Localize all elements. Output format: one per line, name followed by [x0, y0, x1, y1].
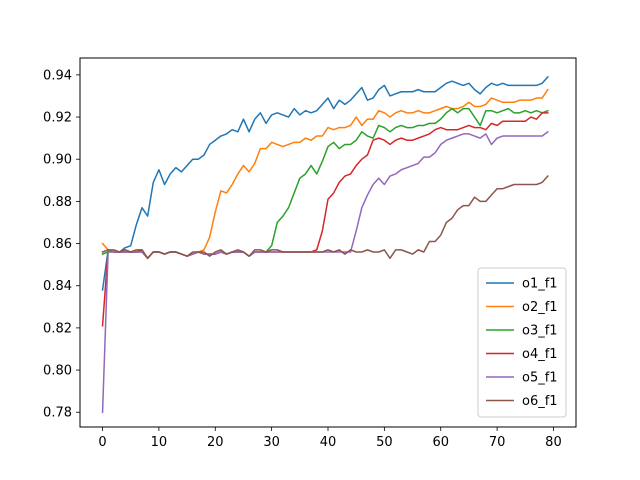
legend: o1_f1 o2_f1 o3_f1 o4_f1 o5_f1 o6_f1 — [477, 267, 567, 418]
legend-box — [477, 267, 567, 418]
legend-label-o2_f1: o2_f1 — [522, 300, 558, 315]
series-layer — [101, 75, 549, 414]
y-tick-label-0.90: 0.90 — [43, 153, 72, 168]
legend-label-o1_f1: o1_f1 — [522, 277, 558, 292]
legend-label-o6_f1: o6_f1 — [522, 394, 558, 409]
x-tick-label-10: 10 — [151, 435, 168, 450]
x-axis: 0 10 20 30 40 50 60 70 80 — [98, 427, 562, 450]
series-line-o6_f1 — [101, 175, 549, 260]
series-line-o1_f1 — [101, 75, 549, 291]
legend-label-o5_f1: o5_f1 — [522, 371, 558, 386]
x-tick-label-0: 0 — [98, 435, 106, 450]
x-tick-label-70: 70 — [489, 435, 506, 450]
y-tick-label-0.94: 0.94 — [43, 68, 72, 83]
legend-label-o4_f1: o4_f1 — [522, 347, 558, 362]
x-tick-label-80: 80 — [545, 435, 562, 450]
x-tick-label-60: 60 — [432, 435, 449, 450]
y-axis: 0.78 0.80 0.82 0.84 0.86 0.88 0.90 0.92 0.94 — [43, 68, 80, 421]
y-tick-label-0.80: 0.80 — [43, 364, 72, 379]
x-tick-label-40: 40 — [320, 435, 337, 450]
y-tick-label-0.82: 0.82 — [43, 321, 72, 336]
x-tick-label-30: 30 — [263, 435, 280, 450]
legend-label-o3_f1: o3_f1 — [522, 324, 558, 339]
y-tick-label-0.86: 0.86 — [43, 237, 72, 252]
y-tick-label-0.92: 0.92 — [43, 111, 72, 126]
y-tick-label-0.84: 0.84 — [43, 279, 72, 294]
y-tick-label-0.78: 0.78 — [43, 406, 72, 421]
x-tick-label-20: 20 — [207, 435, 224, 450]
x-tick-label-50: 50 — [376, 435, 393, 450]
y-tick-label-0.88: 0.88 — [43, 195, 72, 210]
